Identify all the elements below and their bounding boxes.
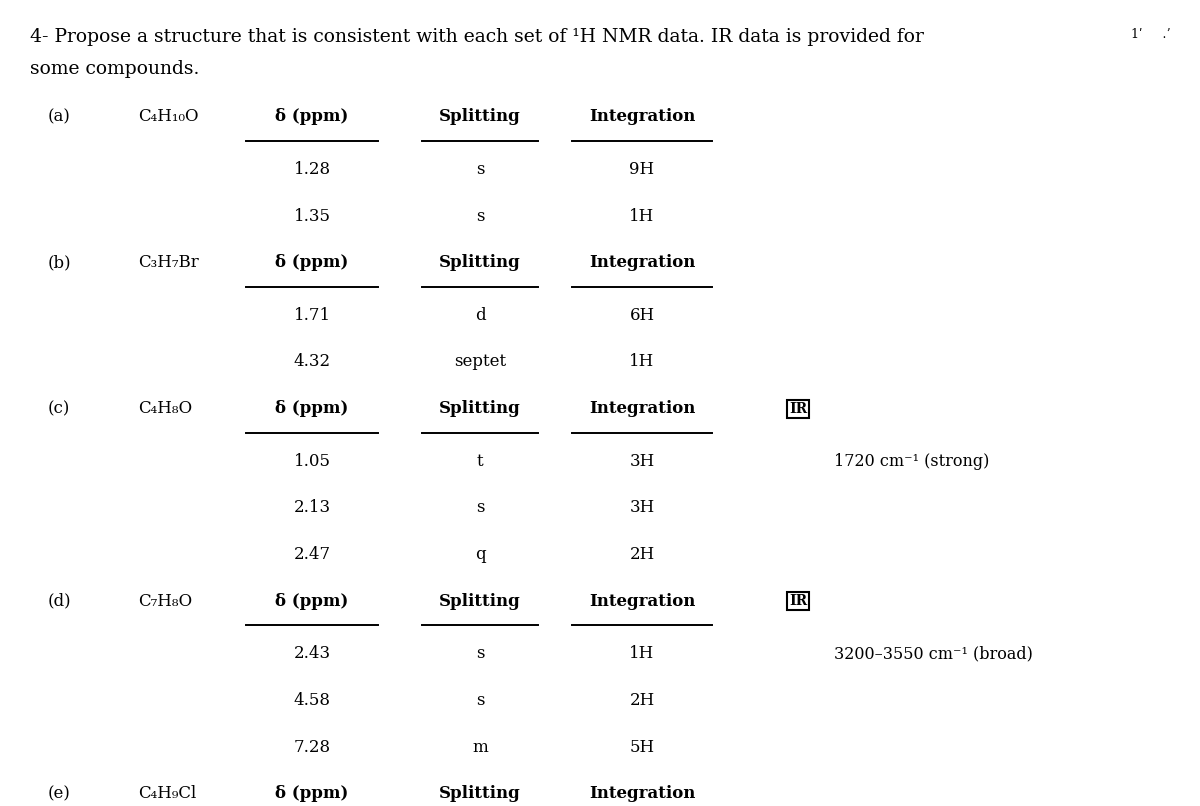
Text: 2.13: 2.13 xyxy=(294,499,330,517)
Text: (c): (c) xyxy=(48,400,71,418)
Text: 3200–3550 cm⁻¹ (broad): 3200–3550 cm⁻¹ (broad) xyxy=(834,645,1033,663)
Text: 4.32: 4.32 xyxy=(294,353,330,371)
Text: 1.35: 1.35 xyxy=(294,207,330,225)
Text: Splitting: Splitting xyxy=(439,592,521,610)
Text: (e): (e) xyxy=(48,785,71,803)
Text: (d): (d) xyxy=(48,592,72,610)
Text: 3H: 3H xyxy=(629,499,655,517)
Text: septet: septet xyxy=(454,353,506,371)
Text: Integration: Integration xyxy=(589,785,695,803)
Text: C₄H₁₀O: C₄H₁₀O xyxy=(138,108,198,126)
Text: 4- Propose a structure that is consistent with each set of ¹H NMR data. IR data : 4- Propose a structure that is consisten… xyxy=(30,28,924,46)
Text: 3H: 3H xyxy=(629,452,655,470)
Text: Integration: Integration xyxy=(589,592,695,610)
Text: 1.28: 1.28 xyxy=(294,160,330,178)
Text: Integration: Integration xyxy=(589,108,695,126)
Text: IR: IR xyxy=(788,401,808,416)
Text: s: s xyxy=(475,499,485,517)
Text: s: s xyxy=(475,207,485,225)
Text: C₄H₈O: C₄H₈O xyxy=(138,400,192,418)
Text: δ (ppm): δ (ppm) xyxy=(275,785,349,803)
Text: δ (ppm): δ (ppm) xyxy=(275,400,349,418)
Text: 1.71: 1.71 xyxy=(294,306,330,324)
Text: δ (ppm): δ (ppm) xyxy=(275,108,349,126)
Text: Integration: Integration xyxy=(589,254,695,272)
Text: 2H: 2H xyxy=(629,546,655,563)
Text: m: m xyxy=(472,738,488,756)
Text: (a): (a) xyxy=(48,108,71,126)
Text: 1720 cm⁻¹ (strong): 1720 cm⁻¹ (strong) xyxy=(834,452,989,470)
Text: d: d xyxy=(475,306,485,324)
Text: C₄H₉Cl: C₄H₉Cl xyxy=(138,785,197,803)
Text: 2.47: 2.47 xyxy=(294,546,330,563)
Text: δ (ppm): δ (ppm) xyxy=(275,592,349,610)
Text: 2H: 2H xyxy=(629,692,655,709)
Text: t: t xyxy=(476,452,484,470)
Text: C₇H₈O: C₇H₈O xyxy=(138,592,192,610)
Text: 4.58: 4.58 xyxy=(294,692,330,709)
Text: Splitting: Splitting xyxy=(439,108,521,126)
Text: 5H: 5H xyxy=(630,738,654,756)
Text: Splitting: Splitting xyxy=(439,400,521,418)
Text: 1.05: 1.05 xyxy=(294,452,330,470)
Text: q: q xyxy=(475,546,485,563)
Text: Splitting: Splitting xyxy=(439,254,521,272)
Text: 1H: 1H xyxy=(629,207,655,225)
Text: s: s xyxy=(475,692,485,709)
Text: δ (ppm): δ (ppm) xyxy=(275,254,349,272)
Text: 1ʹ     .ʼ: 1ʹ .ʼ xyxy=(1130,28,1170,41)
Text: s: s xyxy=(475,645,485,663)
Text: Splitting: Splitting xyxy=(439,785,521,803)
Text: s: s xyxy=(475,160,485,178)
Text: 1H: 1H xyxy=(629,353,655,371)
Text: (b): (b) xyxy=(48,254,72,272)
Text: 6H: 6H xyxy=(630,306,654,324)
Text: 2.43: 2.43 xyxy=(294,645,330,663)
Text: 7.28: 7.28 xyxy=(294,738,330,756)
Text: 9H: 9H xyxy=(630,160,654,178)
Text: C₃H₇Br: C₃H₇Br xyxy=(138,254,199,272)
Text: IR: IR xyxy=(788,594,808,609)
Text: 1H: 1H xyxy=(629,645,655,663)
Text: some compounds.: some compounds. xyxy=(30,60,199,78)
Text: Integration: Integration xyxy=(589,400,695,418)
